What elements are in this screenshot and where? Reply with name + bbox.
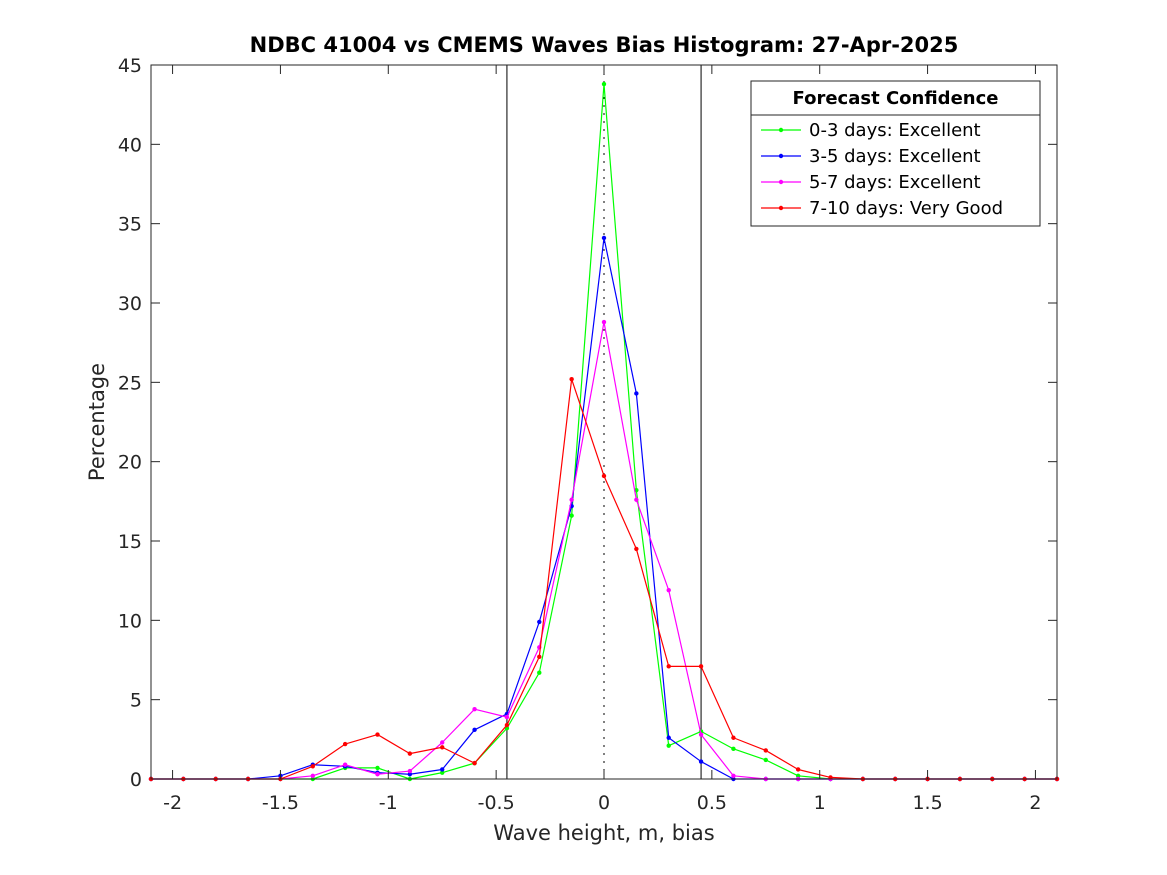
y-tick-label: 25 <box>118 372 142 394</box>
y-tick-label: 10 <box>118 610 142 632</box>
data-point <box>634 497 639 502</box>
data-point <box>310 773 315 779</box>
data-point <box>731 735 736 740</box>
legend-label: 5-7 days: Excellent <box>809 172 981 193</box>
legend-label: 3-5 days: Excellent <box>809 146 981 167</box>
data-point <box>504 722 510 728</box>
data-point <box>375 772 380 777</box>
data-point <box>666 664 671 669</box>
data-point <box>440 745 445 750</box>
data-point <box>375 732 380 737</box>
y-tick-label: 15 <box>118 531 142 553</box>
x-tick-label: -2 <box>163 792 182 814</box>
data-point <box>472 727 477 733</box>
legend-title: Forecast Confidence <box>793 88 999 109</box>
data-point <box>472 706 477 712</box>
y-tick-label: 5 <box>130 690 142 712</box>
data-point <box>634 391 639 396</box>
data-point <box>440 770 445 775</box>
y-tick-label: 30 <box>118 293 142 315</box>
y-tick-label: 45 <box>118 55 142 77</box>
data-point <box>375 765 380 771</box>
data-point <box>698 732 704 737</box>
data-point <box>763 757 768 763</box>
data-point <box>731 773 736 779</box>
data-point <box>698 664 704 669</box>
legend-swatch-marker <box>778 153 784 159</box>
x-tick-label: -1 <box>379 792 398 814</box>
legend-label: 7-10 days: Very Good <box>809 198 1003 219</box>
data-point <box>537 654 542 660</box>
data-point <box>666 743 671 748</box>
x-axis-label: Wave height, m, bias <box>493 821 714 845</box>
x-tick-label: 0 <box>598 792 610 814</box>
x-tick-label: 0.5 <box>697 792 727 814</box>
legend-entry: 3-5 days: Excellent <box>761 146 981 167</box>
y-axis-label: Percentage <box>85 363 109 481</box>
data-point <box>763 748 768 753</box>
legend-box <box>750 80 1041 227</box>
data-point <box>795 767 801 772</box>
legend-entry: 5-7 days: Excellent <box>761 172 981 193</box>
data-point <box>601 81 607 87</box>
y-tick-label: 40 <box>118 134 142 156</box>
data-point <box>342 741 348 747</box>
data-point <box>569 513 574 518</box>
legend-label: 0-3 days: Excellent <box>809 120 981 141</box>
data-point <box>569 376 574 382</box>
data-point <box>537 619 542 625</box>
data-point <box>407 751 413 756</box>
data-point <box>440 740 445 745</box>
chart-title: NDBC 41004 vs CMEMS Waves Bias Histogram… <box>250 33 959 57</box>
data-point <box>666 587 671 593</box>
data-point <box>342 762 348 767</box>
x-tick-label: 1 <box>814 792 826 814</box>
data-point <box>472 760 477 766</box>
legend-swatch-marker <box>778 179 784 185</box>
y-tick-label: 35 <box>118 214 142 236</box>
data-point <box>601 473 607 479</box>
x-tick-label: -0.5 <box>478 792 515 814</box>
legend-entry: 7-10 days: Very Good <box>761 198 1003 219</box>
data-point <box>407 772 413 777</box>
legend-swatch-marker <box>778 127 784 133</box>
x-tick-label: 2 <box>1029 792 1041 814</box>
y-tick-label: 20 <box>118 452 142 474</box>
x-tick-label: 1.5 <box>912 792 942 814</box>
x-tick-label: -1.5 <box>262 792 299 814</box>
data-point <box>537 670 542 675</box>
legend-swatch-marker <box>778 205 784 211</box>
data-point <box>569 497 574 502</box>
data-point <box>795 773 801 779</box>
data-point <box>634 546 639 552</box>
data-point <box>698 759 704 764</box>
data-point <box>601 235 607 241</box>
data-point <box>666 735 671 740</box>
data-point <box>601 319 607 325</box>
data-point <box>504 714 510 720</box>
data-point <box>407 768 413 774</box>
data-point <box>440 767 445 772</box>
data-point <box>310 764 315 769</box>
data-point <box>731 746 736 752</box>
legend-entry: 0-3 days: Excellent <box>761 120 981 141</box>
legend: Forecast Confidence 0-3 days: Excellent 3-… <box>750 80 1041 227</box>
y-tick-label: 0 <box>130 769 142 791</box>
